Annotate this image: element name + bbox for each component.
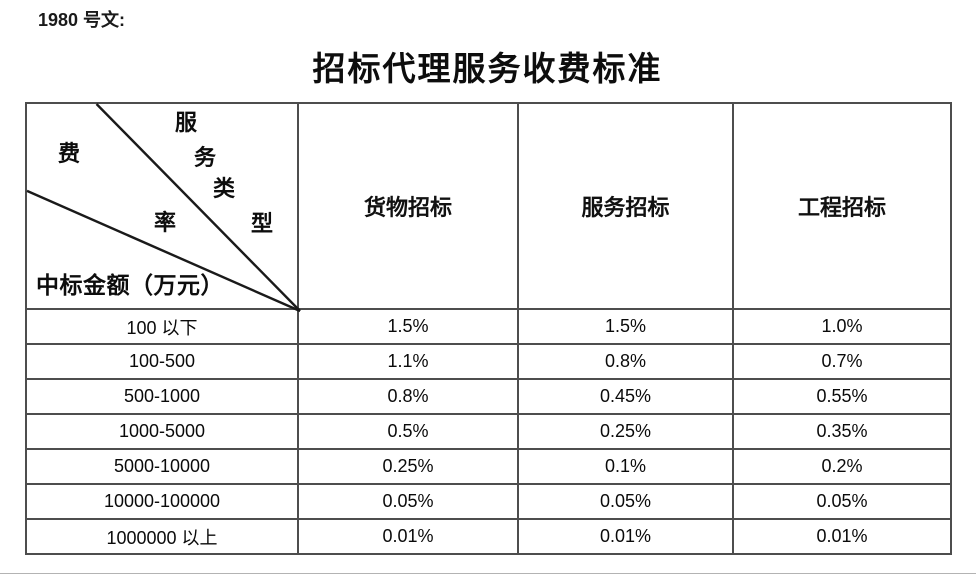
corner-label-bid-amount: 中标金额（万元）	[36, 273, 224, 298]
diagonal-corner-cell: 服 费 务 类 率 型 中标金额（万元）	[25, 102, 301, 313]
column-header-engineering-bidding: 工程招标	[732, 102, 952, 310]
goods-rate-cell: 0.8%	[297, 378, 519, 415]
engineering-rate-cell: 0.2%	[732, 448, 952, 485]
table-row: 100 以下 1.5% 1.5% 1.0%	[25, 308, 952, 345]
service-rate-cell: 0.1%	[517, 448, 734, 485]
amount-range-cell: 1000000 以上	[25, 518, 299, 555]
table-row: 1000000 以上 0.01% 0.01% 0.01%	[25, 518, 952, 555]
amount-range-cell: 100 以下	[25, 308, 299, 345]
page-edge-divider	[0, 573, 976, 574]
goods-rate-cell: 1.5%	[297, 308, 519, 345]
diagonal-divider-lines	[26, 103, 301, 313]
amount-range-cell: 5000-10000	[25, 448, 299, 485]
goods-rate-cell: 0.01%	[297, 518, 519, 555]
doc-number: 1980 号文:	[38, 10, 126, 30]
amount-range-cell: 1000-5000	[25, 413, 299, 450]
goods-rate-cell: 0.5%	[297, 413, 519, 450]
table-row: 10000-100000 0.05% 0.05% 0.05%	[25, 483, 952, 520]
fee-standard-table: 服 费 务 类 率 型 中标金额（万元） 货物招标 服务招标 工程招标 100 …	[25, 102, 952, 555]
goods-rate-cell: 0.05%	[297, 483, 519, 520]
engineering-rate-cell: 1.0%	[732, 308, 952, 345]
corner-label-service-type-char: 服	[175, 110, 198, 135]
service-rate-cell: 0.25%	[517, 413, 734, 450]
engineering-rate-cell: 0.7%	[732, 343, 952, 380]
table-row: 100-500 1.1% 0.8% 0.7%	[25, 343, 952, 380]
service-rate-cell: 0.05%	[517, 483, 734, 520]
service-rate-cell: 1.5%	[517, 308, 734, 345]
table-header-row: 服 费 务 类 率 型 中标金额（万元） 货物招标 服务招标 工程招标	[25, 102, 952, 313]
engineering-rate-cell: 0.55%	[732, 378, 952, 415]
table-row: 1000-5000 0.5% 0.25% 0.35%	[25, 413, 952, 450]
corner-label-service-type-char: 型	[251, 211, 274, 236]
amount-range-cell: 100-500	[25, 343, 299, 380]
service-rate-cell: 0.01%	[517, 518, 734, 555]
goods-rate-cell: 1.1%	[297, 343, 519, 380]
column-header-goods-bidding: 货物招标	[297, 102, 519, 310]
corner-label-service-type-char: 类	[213, 176, 236, 201]
engineering-rate-cell: 0.05%	[732, 483, 952, 520]
column-header-service-bidding: 服务招标	[517, 102, 734, 310]
corner-label-fee-rate-char: 率	[154, 210, 177, 235]
corner-label-fee-rate-char: 费	[58, 141, 81, 166]
service-rate-cell: 0.8%	[517, 343, 734, 380]
page-title: 招标代理服务收费标准	[312, 52, 663, 88]
amount-range-cell: 10000-100000	[25, 483, 299, 520]
amount-range-cell: 500-1000	[25, 378, 299, 415]
corner-label-service-type-char: 务	[194, 145, 217, 170]
engineering-rate-cell: 0.01%	[732, 518, 952, 555]
table-row: 5000-10000 0.25% 0.1% 0.2%	[25, 448, 952, 485]
table-row: 500-1000 0.8% 0.45% 0.55%	[25, 378, 952, 415]
service-rate-cell: 0.45%	[517, 378, 734, 415]
engineering-rate-cell: 0.35%	[732, 413, 952, 450]
goods-rate-cell: 0.25%	[297, 448, 519, 485]
